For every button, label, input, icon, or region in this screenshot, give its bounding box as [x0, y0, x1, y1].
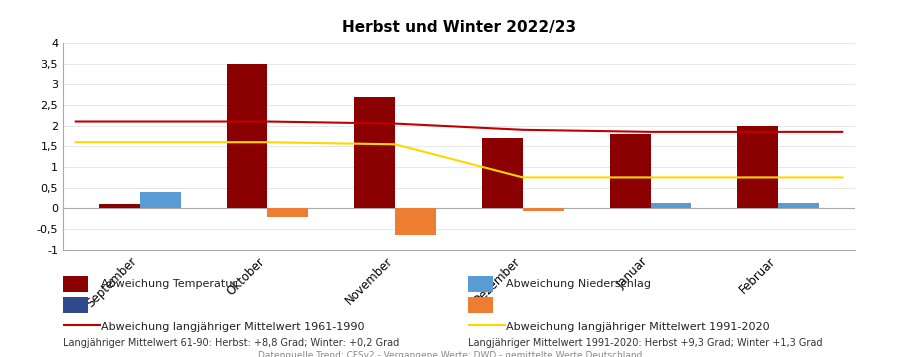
Bar — [609, 134, 651, 208]
Bar — [99, 204, 140, 208]
Bar — [227, 64, 267, 208]
Text: Abweichung langjähriger Mittelwert 1991-2020: Abweichung langjähriger Mittelwert 1991-… — [506, 322, 770, 332]
Bar — [355, 97, 395, 208]
Bar — [267, 208, 309, 217]
Text: Abweichung langjähriger Mittelwert 1961-1990: Abweichung langjähriger Mittelwert 1961-… — [101, 322, 365, 332]
Bar — [395, 208, 436, 235]
Text: Langjähriger Mittelwert 61-90: Herbst: +8,8 Grad; Winter: +0,2 Grad: Langjähriger Mittelwert 61-90: Herbst: +… — [63, 338, 400, 348]
Bar — [737, 126, 778, 208]
Bar — [523, 208, 563, 211]
Text: Datenquelle Trend: CFSv2 - Vergangene Werte: DWD - gemittelte Werte Deutschland: Datenquelle Trend: CFSv2 - Vergangene We… — [257, 351, 643, 357]
Text: Langjähriger Mittelwert 1991-2020: Herbst +9,3 Grad; Winter +1,3 Grad: Langjähriger Mittelwert 1991-2020: Herbs… — [468, 338, 823, 348]
Bar — [651, 203, 691, 208]
Bar — [140, 192, 181, 208]
Bar — [482, 138, 523, 208]
Title: Herbst und Winter 2022/23: Herbst und Winter 2022/23 — [342, 20, 576, 35]
Text: Abweichung Temperatur: Abweichung Temperatur — [101, 279, 237, 289]
Text: Abweichung Niederschlag: Abweichung Niederschlag — [506, 279, 651, 289]
Bar — [778, 203, 819, 208]
